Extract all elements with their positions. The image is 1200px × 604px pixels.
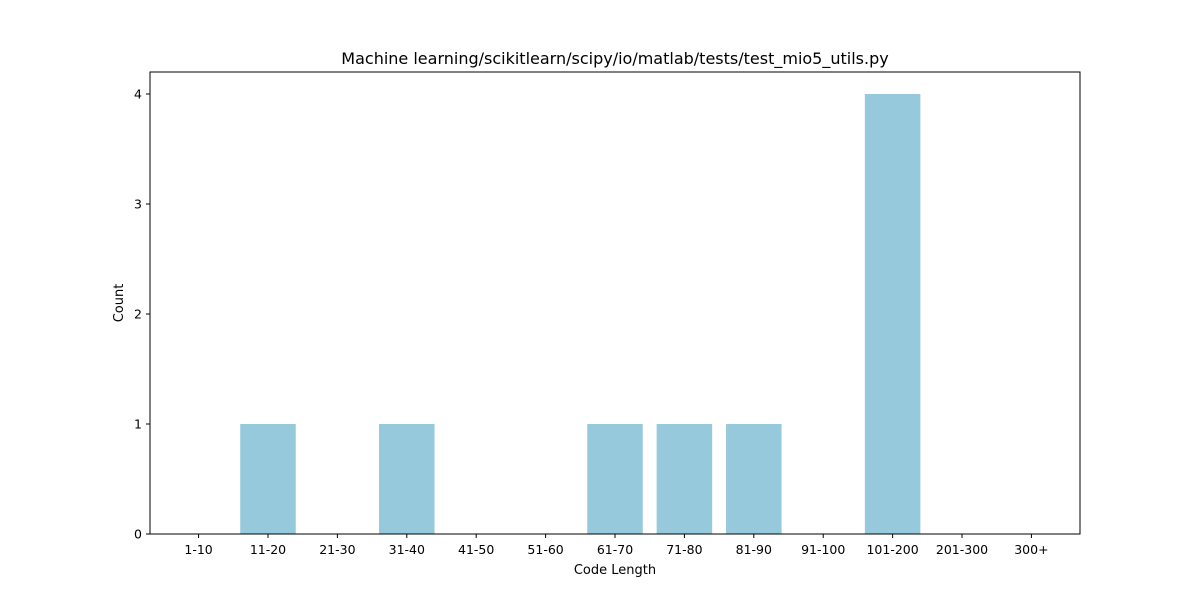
y-tick-label: 1 xyxy=(134,417,142,432)
bar-101-200 xyxy=(864,94,921,534)
x-tick-label: 101-200 xyxy=(866,542,918,557)
x-axis-label: Code Length xyxy=(574,563,656,578)
x-tick-label: 31-40 xyxy=(389,542,425,557)
plot-frame xyxy=(149,71,1081,535)
x-tick-label: 1-10 xyxy=(184,542,212,557)
y-tick-label: 2 xyxy=(134,307,142,322)
x-tick-label: 71-80 xyxy=(666,542,702,557)
chart-title: Machine learning/scikitlearn/scipy/io/ma… xyxy=(341,49,888,69)
y-tick-label: 0 xyxy=(134,527,142,542)
bar-61-70 xyxy=(587,424,643,534)
x-tick-label: 61-70 xyxy=(597,542,633,557)
bars-layer xyxy=(240,94,921,534)
x-tick-label: 91-100 xyxy=(801,542,845,557)
x-axis-ticks: 1-10 11-20 21-30 31-40 41-50 51-60 61-70 71-80 8… xyxy=(184,534,1049,557)
x-tick-label: 41-50 xyxy=(458,542,494,557)
x-tick-label: 81-90 xyxy=(736,542,772,557)
bar-81-90 xyxy=(726,424,782,534)
x-tick-label: 21-30 xyxy=(319,542,355,557)
x-tick-label: 11-20 xyxy=(250,542,286,557)
bar-71-80 xyxy=(656,424,713,534)
x-tick-label: 300+ xyxy=(1014,542,1048,557)
y-axis-label: Count xyxy=(112,284,127,323)
bar-31-40 xyxy=(379,424,435,534)
x-tick-label: 51-60 xyxy=(527,542,563,557)
x-tick-label: 201-300 xyxy=(936,542,988,557)
y-tick-label: 4 xyxy=(134,87,142,102)
bar-11-20 xyxy=(240,424,296,534)
y-axis-ticks: 0 1 2 3 4 xyxy=(134,87,150,542)
y-tick-label: 3 xyxy=(134,197,142,212)
